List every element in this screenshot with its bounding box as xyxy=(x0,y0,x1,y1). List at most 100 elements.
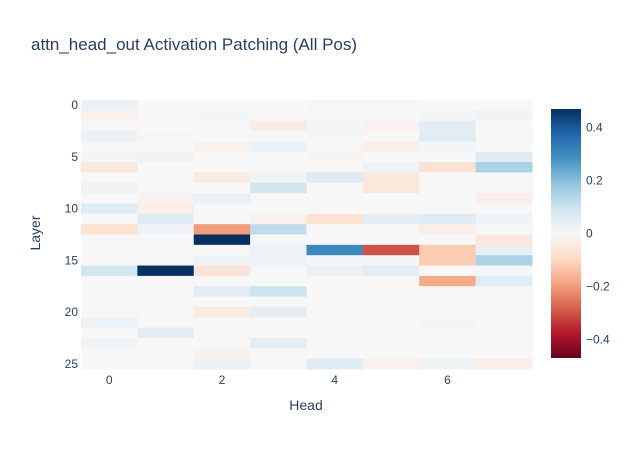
heatmap-cell xyxy=(475,296,533,308)
heatmap-cell xyxy=(81,317,138,329)
y-axis-title: Layer xyxy=(27,215,43,250)
heatmap-cell xyxy=(193,348,251,360)
heatmap-cell xyxy=(419,193,477,204)
y-tick-label: 10 xyxy=(65,202,79,216)
heatmap-cell xyxy=(475,317,533,329)
heatmap-cell xyxy=(306,337,364,349)
heatmap-cell xyxy=(419,265,477,277)
heatmap-cell xyxy=(81,172,138,184)
heatmap-cell xyxy=(137,224,195,235)
heatmap-cell xyxy=(81,337,138,349)
heatmap-cell xyxy=(306,306,364,318)
heatmap-cell xyxy=(193,120,251,132)
heatmap-cell xyxy=(475,141,533,153)
heatmap-cell xyxy=(475,244,533,256)
heatmap-cell xyxy=(250,162,308,173)
heatmap-cell xyxy=(362,141,420,153)
heatmap-cell xyxy=(137,162,195,173)
heatmap-cell xyxy=(193,244,251,256)
heatmap-cell xyxy=(137,234,195,246)
heatmap-cell xyxy=(250,110,308,122)
heatmap-cell xyxy=(193,286,251,298)
heatmap-cell xyxy=(250,172,308,184)
heatmap-cell xyxy=(419,100,477,111)
heatmap-cell xyxy=(193,203,251,215)
heatmap-cell xyxy=(193,110,251,122)
heatmap-cell xyxy=(81,141,138,153)
heatmap-cell xyxy=(137,151,195,163)
heatmap-cell xyxy=(193,234,251,246)
heatmap-cell xyxy=(81,244,138,256)
heatmap-cell xyxy=(81,306,138,318)
heatmap-cell xyxy=(419,348,477,360)
heatmap-cell xyxy=(419,110,477,122)
heatmap-cell xyxy=(306,151,364,163)
heatmap-cell xyxy=(419,327,477,339)
heatmap-cell xyxy=(81,193,138,204)
heatmap-cell xyxy=(419,162,477,173)
heatmap-cell xyxy=(419,172,477,184)
colorbar-tick-label: 0.2 xyxy=(586,174,603,188)
heatmap-cell xyxy=(81,348,138,360)
heatmap-cell xyxy=(306,348,364,360)
heatmap-cell xyxy=(250,100,308,111)
x-axis-title: Head xyxy=(289,397,322,413)
heatmap-cell xyxy=(137,193,195,204)
heatmap-cell xyxy=(362,213,420,225)
heatmap-cell xyxy=(475,172,533,184)
heatmap-cell xyxy=(250,317,308,329)
x-axis-ticks: 0 2 4 6 xyxy=(106,373,451,387)
heatmap-cell xyxy=(250,358,308,370)
heatmap-cell xyxy=(475,162,533,173)
heatmap-cell xyxy=(475,348,533,360)
heatmap-cell xyxy=(362,244,420,256)
heatmap-cell xyxy=(306,234,364,246)
heatmap-cell xyxy=(419,213,477,225)
heatmap-cell xyxy=(137,337,195,349)
heatmap-cell xyxy=(306,213,364,225)
heatmap-cell xyxy=(362,182,420,194)
heatmap-cell xyxy=(419,224,477,235)
heatmap-cell xyxy=(250,224,308,235)
heatmap-cell xyxy=(306,110,364,122)
y-axis-ticks: 0 5 10 15 20 25 xyxy=(65,98,79,371)
x-tick-label: 4 xyxy=(331,373,338,387)
heatmap-cell xyxy=(137,255,195,267)
heatmap-cell xyxy=(419,234,477,246)
heatmap-cell xyxy=(81,255,138,267)
chart-title: attn_head_out Activation Patching (All P… xyxy=(31,35,357,54)
heatmap-cell xyxy=(475,327,533,339)
heatmap-cell xyxy=(475,255,533,267)
heatmap-cell xyxy=(419,244,477,256)
heatmap-cell xyxy=(81,327,138,339)
x-tick-label: 0 xyxy=(106,373,113,387)
heatmap-cell xyxy=(250,255,308,267)
heatmap-cell xyxy=(193,182,251,194)
heatmap-cell xyxy=(250,244,308,256)
heatmap-cell xyxy=(306,141,364,153)
heatmap-cell xyxy=(193,141,251,153)
heatmap-cell xyxy=(306,358,364,370)
heatmap-cell xyxy=(137,172,195,184)
heatmap-cell xyxy=(362,120,420,132)
heatmap-cell xyxy=(137,327,195,339)
heatmap-cell xyxy=(193,317,251,329)
heatmap-cell xyxy=(419,255,477,267)
heatmap-cells xyxy=(81,100,533,370)
heatmap-cell xyxy=(250,141,308,153)
heatmap-cell xyxy=(306,327,364,339)
heatmap-cell xyxy=(193,337,251,349)
heatmap-cell xyxy=(362,131,420,142)
heatmap-cell xyxy=(306,296,364,308)
heatmap-cell xyxy=(419,337,477,349)
heatmap-cell xyxy=(250,182,308,194)
heatmap-cell xyxy=(81,120,138,132)
heatmap-cell xyxy=(362,265,420,277)
heatmap-cell xyxy=(306,265,364,277)
heatmap-cell xyxy=(137,131,195,142)
x-tick-label: 2 xyxy=(219,373,226,387)
heatmap-cell xyxy=(362,193,420,204)
heatmap-cell xyxy=(306,275,364,287)
heatmap-cell xyxy=(81,224,138,235)
heatmap-cell xyxy=(193,193,251,204)
